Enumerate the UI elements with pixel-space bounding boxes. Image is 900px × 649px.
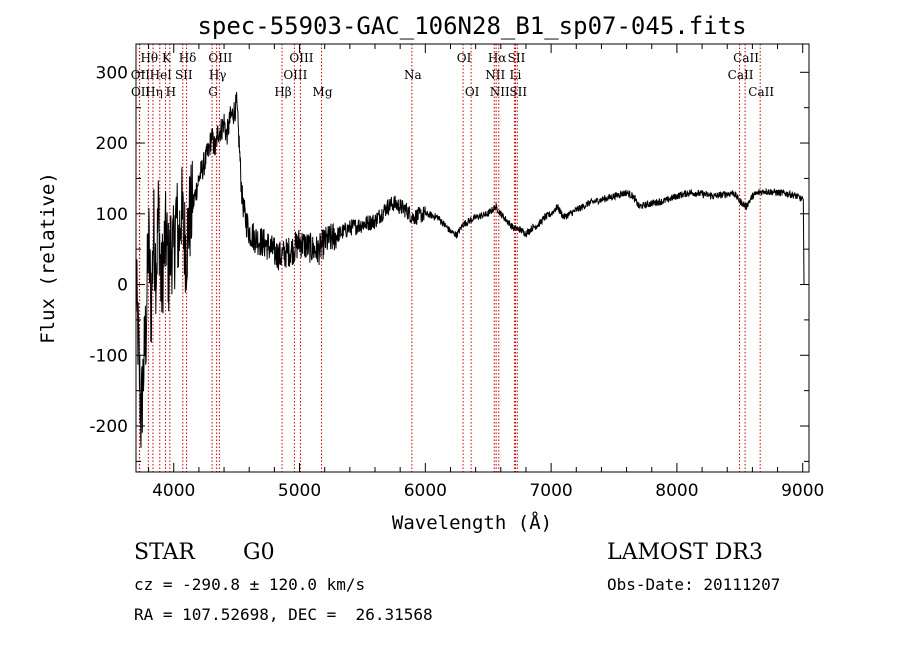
spectral-line-label: G xyxy=(208,85,218,99)
spectral-line-label: SII xyxy=(509,85,527,99)
spectral-line-label: Hδ xyxy=(179,51,197,65)
y-tick-label: 0 xyxy=(117,276,128,296)
x-axis-label: Wavelength (Å) xyxy=(392,511,552,534)
spectral-line-label: HeI xyxy=(150,68,173,82)
redshift-text: cz = -290.8 ± 120.0 km/s xyxy=(134,575,366,594)
survey-label: LAMOST DR3 xyxy=(607,540,763,565)
spectral-line-label: CaII xyxy=(733,51,759,65)
x-tick-label: 8000 xyxy=(655,481,698,501)
y-tick-label: 200 xyxy=(96,134,128,154)
chart-title: spec-55903-GAC_106N28_B1_sp07-045.fits xyxy=(197,12,746,40)
spectral-line-label: CaII xyxy=(748,85,774,99)
spectral-line-label: H xyxy=(166,85,176,99)
spectral-line-label: Li xyxy=(509,68,521,82)
spectral-line-label: OI xyxy=(465,85,480,99)
y-tick-label: -100 xyxy=(89,346,128,366)
spectral-line-label: OIII xyxy=(289,51,313,65)
spectral-line-label: SII xyxy=(508,51,526,65)
y-axis-label: Flux (relative) xyxy=(37,172,59,344)
x-tick-label: 5000 xyxy=(278,481,321,501)
object-subclass: G0 xyxy=(243,540,275,565)
coords-text: RA = 107.52698, DEC = 26.31568 xyxy=(134,605,433,624)
spectrum-series xyxy=(135,91,805,448)
spectral-line-label: OII xyxy=(131,68,151,82)
x-tick-label: 4000 xyxy=(152,481,195,501)
obs-date-text: Obs-Date: 20111207 xyxy=(607,575,781,594)
spectral-line-label: Mg xyxy=(313,85,333,99)
x-tick-label: 7000 xyxy=(529,481,572,501)
spectral-line-label: OIII xyxy=(208,51,232,65)
spectral-line-label: Hη xyxy=(145,85,163,99)
spectral-line-label: Na xyxy=(404,68,422,82)
spectral-line-label: Hα xyxy=(488,51,507,65)
spectrum-line xyxy=(135,91,805,448)
x-axis-ticks: 4000 5000 6000 7000 8000 9000 xyxy=(148,44,824,501)
spectral-line-label: OI xyxy=(457,51,472,65)
spectral-line-label: NII xyxy=(485,68,505,82)
x-tick-label: 6000 xyxy=(404,481,447,501)
y-tick-label: 100 xyxy=(96,205,128,225)
spectral-line-label: NII xyxy=(490,85,510,99)
spectral-line-label: CaII xyxy=(728,68,754,82)
spectral-line-label: Hβ xyxy=(274,85,291,99)
spectral-line-label: Hθ xyxy=(140,51,158,65)
y-tick-label: 300 xyxy=(96,63,128,83)
spectral-line-label: Hγ xyxy=(209,68,227,82)
y-axis-ticks: -200 -100 0 100 200 300 xyxy=(89,63,809,462)
plot-frame xyxy=(135,43,810,473)
x-tick-label: 9000 xyxy=(781,481,824,501)
spectral-line-label: K xyxy=(162,51,172,65)
y-tick-label: -200 xyxy=(89,417,128,437)
spectral-line-label: SII xyxy=(175,68,193,82)
object-class: STAR xyxy=(134,540,195,565)
spectral-line-label: OIII xyxy=(283,68,307,82)
